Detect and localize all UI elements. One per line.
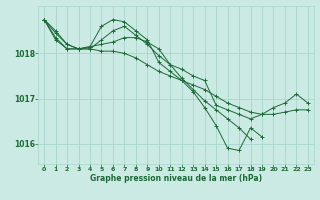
X-axis label: Graphe pression niveau de la mer (hPa): Graphe pression niveau de la mer (hPa) bbox=[90, 174, 262, 183]
